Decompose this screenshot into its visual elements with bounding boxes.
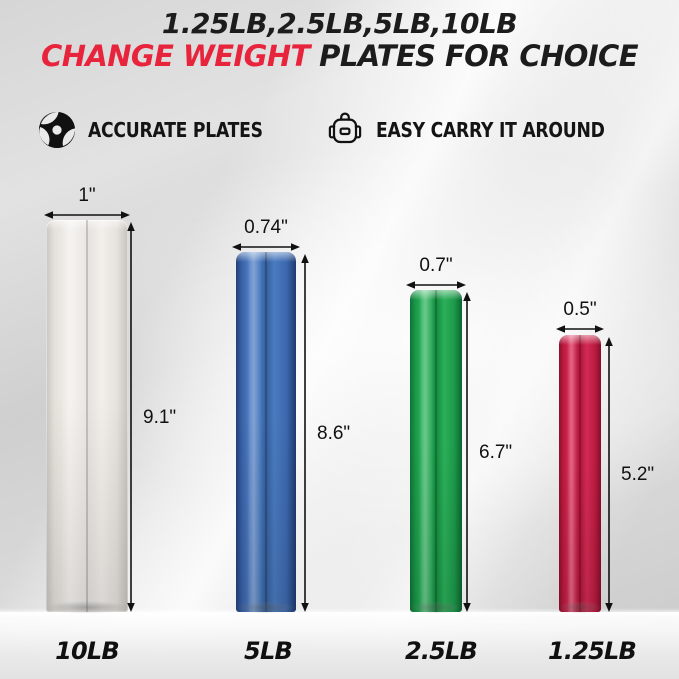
headline-block: 1.25LB,2.5LB,5LB,10LB CHANGE WEIGHT PLAT… — [0, 8, 679, 73]
width-arrow-1-25lb — [556, 324, 604, 334]
plate-shadow-5lb — [227, 601, 305, 617]
height-arrow-2-5lb — [462, 292, 472, 612]
plate-bottom-shade — [410, 434, 462, 612]
dimension-height-5lb: 8.6" — [300, 254, 350, 612]
plate-shadow-10lb — [34, 601, 140, 617]
plate-body-5lb — [236, 252, 296, 612]
feature-easy-carry: EASY CARRY IT AROUND — [325, 110, 642, 150]
feature-row: ACCURATE PLATES EASY CARRY IT AROUND — [0, 110, 679, 150]
width-arrow-5lb — [232, 242, 300, 252]
headline-accent-text: CHANGE WEIGHT — [41, 39, 310, 74]
plate-shadow-2-5lb — [402, 601, 470, 617]
headline-weights: 1.25LB,2.5LB,5LB,10LB — [161, 7, 518, 40]
plate-body-2-5lb — [410, 290, 462, 612]
headline-tagline: CHANGE WEIGHT PLATES FOR CHOICE — [0, 40, 679, 72]
plate-body-1-25lb — [559, 335, 601, 612]
feature-accurate-plates: ACCURATE PLATES — [37, 110, 291, 150]
dimension-height-value-1-25lb: 5.2" — [621, 464, 655, 485]
dimension-height-2-5lb: 6.7" — [462, 292, 512, 612]
height-arrow-1-25lb — [604, 337, 614, 612]
plate-body-10lb — [46, 220, 128, 612]
width-arrow-2-5lb — [406, 280, 466, 290]
feature-label-accurate-plates: ACCURATE PLATES — [87, 118, 263, 142]
dimension-width-value-2-5lb: 0.7" — [419, 255, 453, 276]
plate-group-10lb — [34, 220, 140, 617]
dimension-width-5lb: 0.74" — [232, 218, 300, 252]
dimension-height-value-10lb: 9.1" — [143, 406, 177, 428]
plate-caption-10lb: 10LB — [55, 637, 120, 665]
plate-bottom-shade — [236, 414, 296, 612]
plate-group-1-25lb — [553, 335, 607, 617]
dimension-height-10lb: 9.1" — [126, 222, 176, 612]
weight-plate-icon — [37, 110, 77, 150]
plate-caption-5lb: 5LB — [244, 637, 293, 665]
dimension-width-1-25lb: 0.5" — [556, 300, 604, 334]
dimension-height-value-2-5lb: 6.7" — [479, 441, 513, 463]
plate-bottom-shade — [46, 396, 128, 612]
plate-caption-1-25lb: 1.25LB — [547, 637, 637, 665]
floor-surface — [0, 612, 679, 679]
feature-label-easy-carry: EASY CARRY IT AROUND — [376, 118, 605, 142]
backpack-icon — [325, 110, 365, 150]
width-arrow-10lb — [44, 210, 130, 220]
dimension-width-value-5lb: 0.74" — [244, 217, 288, 238]
plate-bottom-shade — [559, 459, 601, 612]
plate-shadow-1-25lb — [553, 601, 607, 617]
headline-rest-text: PLATES FOR CHOICE — [309, 39, 638, 74]
height-arrow-5lb — [300, 254, 310, 612]
dimension-height-1-25lb: 5.2" — [604, 337, 654, 612]
dimension-height-value-5lb: 8.6" — [317, 422, 351, 444]
plate-caption-2-5lb: 2.5LB — [404, 637, 478, 665]
height-arrow-10lb — [126, 222, 136, 612]
dimension-width-value-1-25lb: 0.5" — [563, 299, 597, 320]
dimension-width-10lb: 1" — [44, 186, 130, 220]
plate-group-5lb — [227, 252, 305, 617]
dimension-width-value-10lb: 1" — [78, 185, 96, 206]
dimension-width-2-5lb: 0.7" — [406, 256, 466, 290]
plate-group-2-5lb — [402, 290, 470, 617]
